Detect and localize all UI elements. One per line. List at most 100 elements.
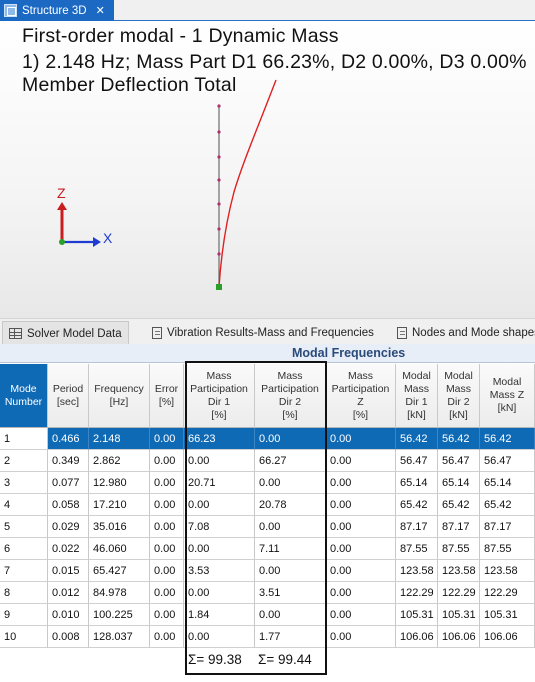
table-cell[interactable]: 0.00 xyxy=(255,604,326,626)
table-cell[interactable]: 0.00 xyxy=(150,472,184,494)
table-cell[interactable]: 0.00 xyxy=(255,428,326,450)
table-cell[interactable]: 105.31 xyxy=(438,604,480,626)
table-cell[interactable]: 0.349 xyxy=(48,450,89,472)
table-cell[interactable]: 84.978 xyxy=(89,582,150,604)
column-header[interactable]: Error [%] xyxy=(150,364,184,428)
table-cell[interactable]: 0.00 xyxy=(255,472,326,494)
table-cell[interactable]: 123.58 xyxy=(438,560,480,582)
tab-vibration-results[interactable]: Vibration Results-Mass and Frequencies xyxy=(152,321,374,345)
table-cell[interactable]: 100.225 xyxy=(89,604,150,626)
column-header[interactable]: Frequency [Hz] xyxy=(89,364,150,428)
table-cell[interactable]: 56.42 xyxy=(438,428,480,450)
table-cell[interactable]: 0.00 xyxy=(150,538,184,560)
table-cell[interactable]: 122.29 xyxy=(480,582,535,604)
table-cell[interactable]: 0.00 xyxy=(255,516,326,538)
column-header[interactable]: Mass Participation Dir 2 [%] xyxy=(255,364,326,428)
column-header[interactable]: Modal Mass Z [kN] xyxy=(480,364,535,428)
row-number-cell[interactable]: 1 xyxy=(0,428,48,450)
table-cell[interactable]: 0.00 xyxy=(326,582,396,604)
column-header[interactable]: Period [sec] xyxy=(48,364,89,428)
table-cell[interactable]: 0.00 xyxy=(184,626,255,648)
table-cell[interactable]: 0.058 xyxy=(48,494,89,516)
table-cell[interactable]: 0.00 xyxy=(150,604,184,626)
table-cell[interactable]: 87.17 xyxy=(396,516,438,538)
row-number-cell[interactable]: 9 xyxy=(0,604,48,626)
table-cell[interactable]: 3.51 xyxy=(255,582,326,604)
table-cell[interactable]: 105.31 xyxy=(480,604,535,626)
table-cell[interactable]: 0.010 xyxy=(48,604,89,626)
table-cell[interactable]: 87.55 xyxy=(396,538,438,560)
table-cell[interactable]: 56.42 xyxy=(396,428,438,450)
table-cell[interactable]: 0.008 xyxy=(48,626,89,648)
table-cell[interactable]: 2.862 xyxy=(89,450,150,472)
table-cell[interactable]: 0.00 xyxy=(326,516,396,538)
table-cell[interactable]: 0.00 xyxy=(150,626,184,648)
table-cell[interactable]: 106.06 xyxy=(396,626,438,648)
table-cell[interactable]: 87.55 xyxy=(438,538,480,560)
table-cell[interactable]: 0.00 xyxy=(255,560,326,582)
table-cell[interactable]: 0.015 xyxy=(48,560,89,582)
table-cell[interactable]: 20.71 xyxy=(184,472,255,494)
table-cell[interactable]: 66.27 xyxy=(255,450,326,472)
row-number-cell[interactable]: 3 xyxy=(0,472,48,494)
table-cell[interactable]: 87.17 xyxy=(480,516,535,538)
table-cell[interactable]: 122.29 xyxy=(438,582,480,604)
table-cell[interactable]: 0.029 xyxy=(48,516,89,538)
tab-solver-model-data[interactable]: Solver Model Data xyxy=(2,321,129,345)
table-cell[interactable]: 56.47 xyxy=(438,450,480,472)
table-cell[interactable]: 0.00 xyxy=(326,538,396,560)
column-header[interactable]: Mode Number xyxy=(0,364,48,428)
table-cell[interactable]: 65.427 xyxy=(89,560,150,582)
table-cell[interactable]: 0.00 xyxy=(326,472,396,494)
column-header[interactable]: Modal Mass Dir 2 [kN] xyxy=(438,364,480,428)
table-cell[interactable]: 0.00 xyxy=(326,560,396,582)
table-cell[interactable]: 65.42 xyxy=(396,494,438,516)
structure-3d-viewport[interactable]: First-order modal - 1 Dynamic Mass 1) 2.… xyxy=(0,22,535,318)
table-cell[interactable]: 0.00 xyxy=(326,604,396,626)
table-cell[interactable]: 3.53 xyxy=(184,560,255,582)
table-cell[interactable]: 56.47 xyxy=(480,450,535,472)
close-icon[interactable]: ✕ xyxy=(95,5,105,17)
table-cell[interactable]: 12.980 xyxy=(89,472,150,494)
table-cell[interactable]: 0.00 xyxy=(184,450,255,472)
table-cell[interactable]: 20.78 xyxy=(255,494,326,516)
table-cell[interactable]: 2.148 xyxy=(89,428,150,450)
table-cell[interactable]: 123.58 xyxy=(396,560,438,582)
row-number-cell[interactable]: 10 xyxy=(0,626,48,648)
table-cell[interactable]: 123.58 xyxy=(480,560,535,582)
column-header[interactable]: Mass Participation Z [%] xyxy=(326,364,396,428)
tab-structure-3d[interactable]: Structure 3D ✕ xyxy=(0,0,114,21)
table-cell[interactable]: 65.42 xyxy=(438,494,480,516)
table-cell[interactable]: 1.77 xyxy=(255,626,326,648)
table-cell[interactable]: 0.00 xyxy=(150,428,184,450)
table-cell[interactable]: 7.08 xyxy=(184,516,255,538)
table-cell[interactable]: 0.00 xyxy=(184,582,255,604)
table-cell[interactable]: 0.00 xyxy=(184,494,255,516)
table-cell[interactable]: 128.037 xyxy=(89,626,150,648)
table-cell[interactable]: 0.00 xyxy=(150,582,184,604)
table-cell[interactable]: 106.06 xyxy=(480,626,535,648)
row-number-cell[interactable]: 4 xyxy=(0,494,48,516)
table-cell[interactable]: 65.14 xyxy=(480,472,535,494)
table-cell[interactable]: 0.00 xyxy=(326,428,396,450)
table-cell[interactable]: 35.016 xyxy=(89,516,150,538)
table-cell[interactable]: 0.00 xyxy=(150,450,184,472)
table-cell[interactable]: 0.012 xyxy=(48,582,89,604)
table-cell[interactable]: 122.29 xyxy=(396,582,438,604)
table-cell[interactable]: 56.42 xyxy=(480,428,535,450)
table-cell[interactable]: 0.00 xyxy=(184,538,255,560)
table-cell[interactable]: 106.06 xyxy=(438,626,480,648)
table-cell[interactable]: 66.23 xyxy=(184,428,255,450)
table-cell[interactable]: 7.11 xyxy=(255,538,326,560)
row-number-cell[interactable]: 2 xyxy=(0,450,48,472)
table-cell[interactable]: 0.00 xyxy=(150,516,184,538)
table-cell[interactable]: 0.00 xyxy=(150,560,184,582)
table-cell[interactable]: 65.42 xyxy=(480,494,535,516)
table-cell[interactable]: 0.466 xyxy=(48,428,89,450)
row-number-cell[interactable]: 7 xyxy=(0,560,48,582)
row-number-cell[interactable]: 8 xyxy=(0,582,48,604)
table-cell[interactable]: 65.14 xyxy=(438,472,480,494)
table-cell[interactable]: 0.077 xyxy=(48,472,89,494)
table-cell[interactable]: 0.00 xyxy=(326,494,396,516)
row-number-cell[interactable]: 6 xyxy=(0,538,48,560)
